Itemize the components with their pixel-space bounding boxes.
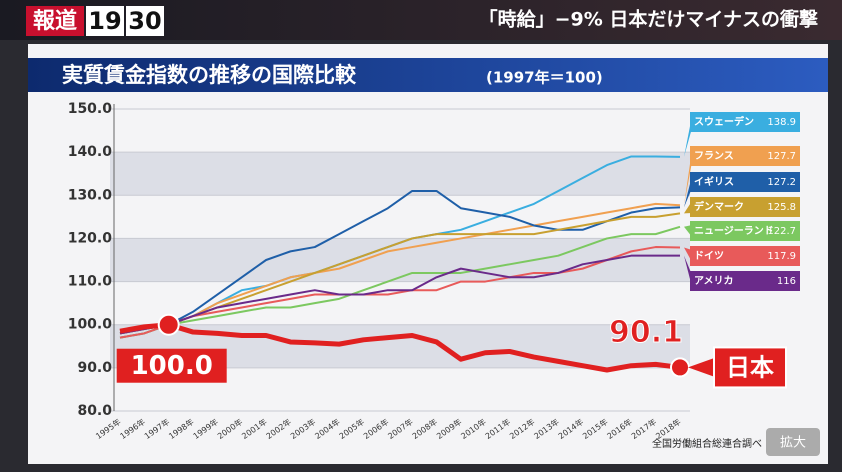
legend-value: 116	[777, 276, 796, 287]
name-box	[713, 346, 787, 389]
legend-value: 127.7	[767, 151, 796, 162]
chart-subtitle: (1997年＝100)	[486, 69, 603, 87]
legend-box	[690, 146, 800, 166]
name-connector	[688, 357, 716, 378]
legend-value: 122.7	[767, 226, 796, 237]
series-line	[119, 202, 681, 335]
legend-label: ドイツ	[694, 250, 724, 262]
title-bar	[28, 58, 828, 92]
series-line	[119, 225, 681, 339]
legend-box	[690, 112, 800, 132]
legend-box	[690, 172, 800, 192]
legend-box	[690, 246, 800, 266]
legend-label: イギリス	[694, 175, 734, 188]
legend-value: 125.8	[767, 202, 796, 213]
source: 全国労働組合総連合調べ	[652, 437, 762, 450]
zoom-button[interactable]: 拡大	[766, 428, 820, 456]
legend-connector	[684, 150, 692, 206]
legend-label: フランス	[694, 150, 734, 162]
logo-number: 19	[88, 7, 121, 35]
y-tick-label: 90.0	[77, 360, 112, 376]
legend-value: 138.9	[767, 117, 796, 128]
logo-box	[26, 6, 84, 36]
legend-value: 127.2	[767, 177, 796, 188]
zoom-button-label[interactable]: 拡大	[780, 436, 806, 451]
series-line	[119, 189, 681, 335]
chart-title: 実質賃金指数の推移の国際比較	[62, 63, 357, 87]
series-line	[119, 254, 680, 335]
point-marker	[157, 313, 180, 336]
y-tick-label: 110.0	[68, 274, 113, 290]
series-line	[119, 322, 681, 373]
end-marker	[670, 357, 690, 378]
legend-label: スウェーデン	[694, 115, 754, 128]
legend-connector	[684, 116, 692, 157]
legend-label: ニュージーランド	[694, 225, 774, 237]
y-tick-label: 150.0	[68, 101, 113, 117]
y-tick-label: 100.0	[68, 317, 113, 333]
zoom-button-bg[interactable]	[766, 428, 820, 456]
legend-box	[690, 197, 800, 217]
legend-label: デンマーク	[694, 200, 744, 213]
grid-band	[110, 152, 690, 196]
value-label: 100.0	[131, 351, 213, 381]
legend-box	[690, 221, 800, 241]
legend-label: アメリカ	[694, 275, 734, 287]
logo-num-box	[126, 6, 164, 36]
y-tick-label: 140.0	[68, 144, 113, 160]
logo-number: 30	[128, 7, 161, 35]
legend-value: 117.9	[767, 251, 796, 262]
series-name-label: 日本	[726, 353, 774, 381]
series-line	[119, 246, 681, 339]
legend-box	[690, 271, 800, 291]
y-tick-label: 130.0	[68, 187, 113, 203]
end-value-label: 90.1	[609, 315, 683, 350]
logo: 報道	[33, 8, 77, 34]
grid-band	[110, 238, 690, 282]
value-label-box	[116, 348, 227, 383]
headline: 「時給」−9% 日本だけマイナスの衝撃	[479, 8, 818, 31]
y-tick-label: 80.0	[77, 403, 112, 419]
y-tick-label: 120.0	[68, 230, 113, 246]
logo-num-box	[86, 6, 124, 36]
